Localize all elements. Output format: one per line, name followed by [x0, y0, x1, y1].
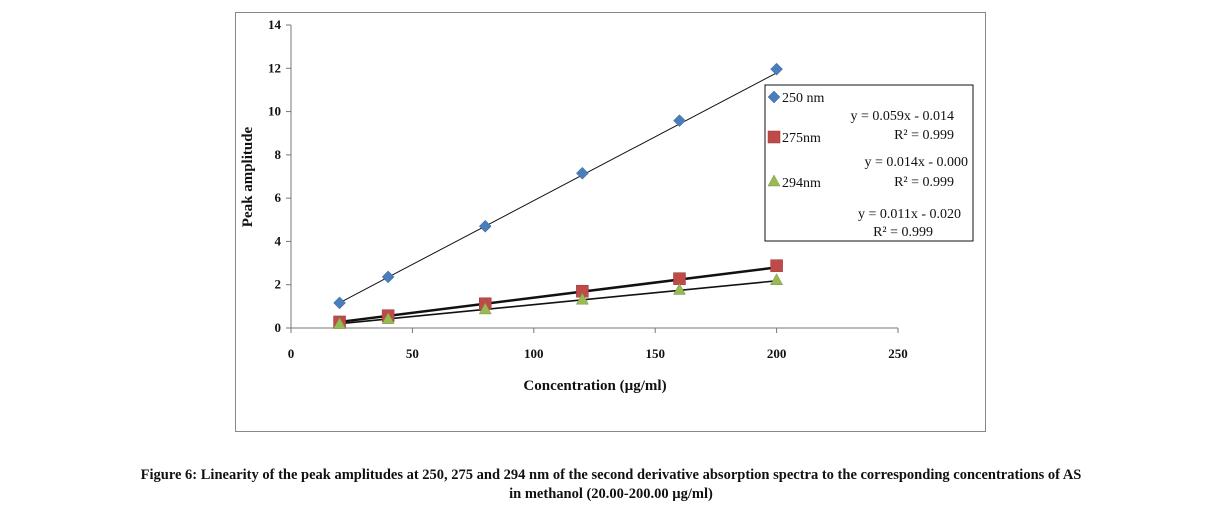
x-tick-label: 200 [767, 346, 787, 361]
legend-box [764, 84, 974, 242]
data-point-series-2 [770, 273, 784, 285]
y-tick-label: 8 [275, 147, 282, 162]
data-point-series-0 [333, 296, 346, 310]
x-tick-label: 100 [524, 346, 544, 361]
data-point-series-1 [673, 272, 686, 285]
legend-r2-series-1: R² = 0.999 [894, 175, 954, 190]
legend-r2-series-0: R² = 0.999 [894, 128, 954, 143]
data-point-series-0 [770, 62, 783, 76]
legend-label-series-0: 250 nm [782, 91, 825, 106]
axes: 0 2 4 6 8 10 12 14 0 50 100 150 200 250 [268, 17, 908, 361]
data-point-series-2 [575, 292, 589, 305]
trendline-series-1 [339, 266, 777, 324]
y-tick-label: 10 [268, 104, 281, 119]
data-point-series-0 [576, 166, 589, 180]
x-axis-label: Concentration (µg/ml) [523, 378, 666, 394]
data-point-series-1 [770, 259, 783, 272]
legend-r2-series-2: R² = 0.999 [873, 225, 933, 240]
legend-equation-series-2: y = 0.011x - 0.020 [858, 207, 961, 222]
chart-svg: 0 2 4 6 8 10 12 14 0 50 100 150 200 250 Peak amplitud… [240, 17, 974, 394]
data-point-series-2 [673, 282, 686, 295]
trendlines [339, 72, 777, 325]
y-tick-label: 12 [268, 60, 281, 75]
data-point-series-2 [333, 317, 346, 329]
data-point-series-2 [381, 312, 395, 324]
trendline-series-2 [339, 280, 777, 325]
legend-marker-series-2 [767, 174, 781, 187]
y-tick-label: 4 [275, 233, 282, 248]
y-axis-label: Peak amplitude [240, 126, 256, 227]
legend-marker-series-1 [767, 130, 781, 144]
x-tick-label: 150 [645, 346, 665, 361]
legend: 250 nm y = 0.059x - 0.014 R² = 0.999 275nm y… [764, 84, 974, 242]
y-tick-label: 6 [275, 190, 282, 205]
data-point-series-0 [673, 114, 686, 128]
legend-equation-series-1: y = 0.014x - 0.000 [864, 155, 968, 170]
legend-equation-series-0: y = 0.059x - 0.014 [850, 109, 954, 124]
y-tick-label: 0 [275, 320, 282, 335]
x-tick-label: 250 [888, 346, 908, 361]
figure-caption-line-1: Figure 6: Linearity of the peak amplitud… [140, 467, 1082, 483]
data-point-series-0 [478, 219, 492, 233]
legend-label-series-1: 275nm [782, 131, 821, 146]
legend-marker-series-0 [767, 90, 781, 104]
y-tick-label: 14 [268, 17, 282, 32]
legend-label-series-2: 294nm [782, 176, 821, 191]
x-tick-label: 0 [288, 346, 295, 361]
chart-frame: 0 2 4 6 8 10 12 14 0 50 100 150 200 250 Peak amplitud… [235, 12, 986, 432]
trendline-series-0 [339, 72, 777, 304]
data-point-series-2 [478, 302, 492, 315]
x-tick-label: 50 [406, 346, 419, 361]
y-tick-label: 2 [275, 277, 282, 292]
data-points [333, 62, 784, 329]
data-point-series-0 [381, 270, 395, 284]
figure-caption-line-2: in methanol (20.00-200.00 µg/ml) [509, 486, 713, 502]
